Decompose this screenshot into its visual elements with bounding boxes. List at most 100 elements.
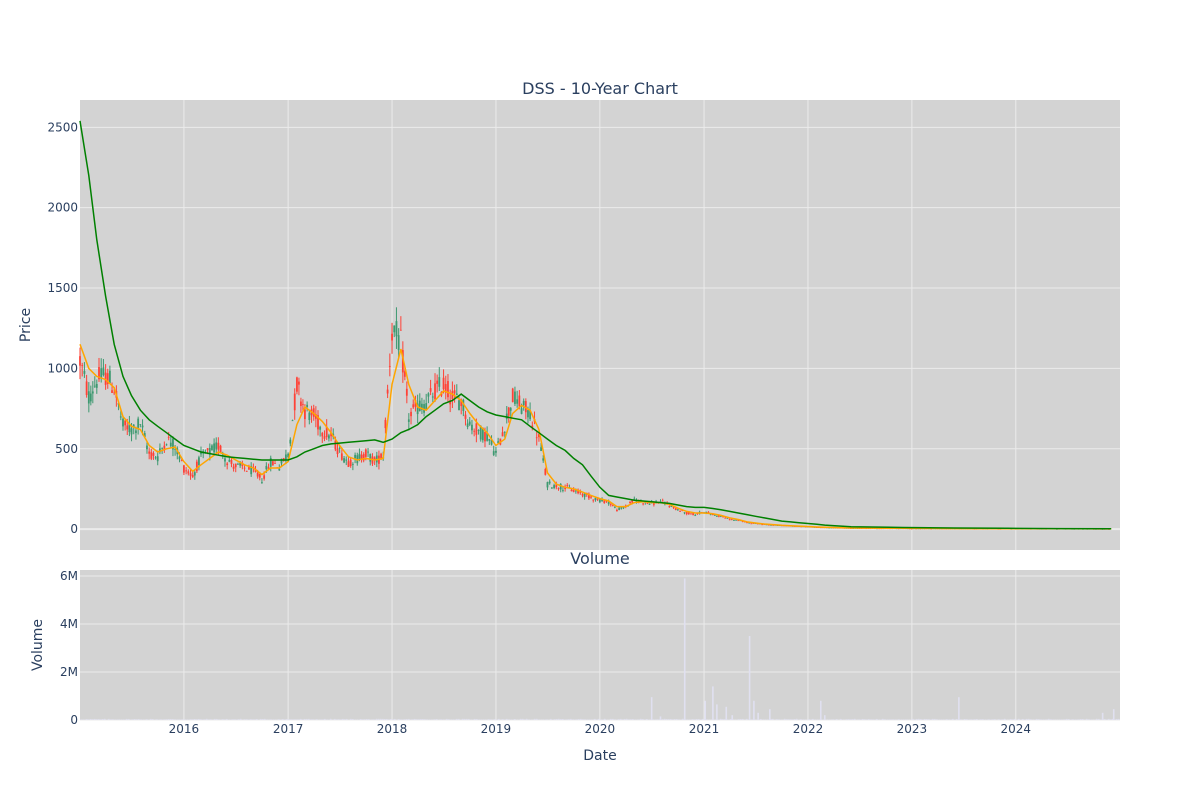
volume-bar: [720, 719, 721, 720]
volume-bar: [644, 719, 645, 720]
volume-bar: [998, 719, 999, 720]
volume-bar: [1012, 719, 1013, 720]
volume-bar: [800, 719, 801, 720]
candle-body: [261, 482, 263, 483]
volume-bar: [590, 719, 591, 720]
volume-bar: [524, 719, 525, 720]
candle-body: [540, 447, 542, 451]
volume-bar: [724, 719, 725, 720]
candle-body: [289, 440, 291, 444]
candle-body: [527, 410, 529, 417]
volume-bar: [412, 719, 413, 720]
volume-bar: [554, 719, 555, 720]
volume-bar: [310, 719, 311, 720]
volume-bar: [308, 719, 309, 720]
volume-bar: [788, 719, 789, 720]
volume-bar: [366, 719, 367, 720]
volume-bar: [796, 719, 797, 720]
volume-bar: [390, 719, 391, 720]
candle-body: [733, 520, 735, 521]
candle-body: [410, 412, 412, 416]
volume-bar: [1098, 719, 1099, 720]
volume-bar: [176, 719, 177, 720]
volume-bar: [568, 719, 569, 720]
candle-body: [233, 467, 235, 469]
volume-bar: [640, 719, 641, 720]
volume-bar: [238, 719, 239, 720]
candle-body: [192, 475, 194, 477]
volume-bar: [722, 719, 723, 720]
volume-bar: [422, 719, 423, 720]
volume-bar: [1050, 719, 1051, 720]
volume-bar: [270, 719, 271, 720]
volume-bar: [570, 719, 571, 720]
volume-bar: [288, 719, 289, 720]
volume-bar: [960, 719, 961, 720]
candle-body: [579, 492, 581, 493]
volume-bar: [160, 719, 161, 720]
candle-body: [345, 460, 347, 461]
candle-body: [96, 384, 98, 388]
candle-body: [348, 461, 350, 467]
volume-bar: [284, 719, 285, 720]
volume-bar: [296, 719, 297, 720]
candle-body: [495, 451, 497, 453]
volume-bar: [1072, 719, 1073, 720]
candle-body: [716, 516, 718, 517]
volume-bar: [742, 719, 743, 720]
volume-bar: [808, 719, 809, 720]
volume-bar: [166, 719, 167, 720]
volume-bar: [182, 719, 183, 720]
volume-bar: [240, 719, 241, 720]
volume-bar: [496, 719, 497, 720]
volume-bar: [622, 719, 623, 720]
volume-bar: [526, 719, 527, 720]
volume-bar: [338, 719, 339, 720]
candle-body: [662, 501, 664, 502]
candle-body: [334, 441, 336, 450]
candle-body: [235, 464, 237, 468]
candle-body: [79, 356, 81, 365]
volume-bar: [1026, 719, 1027, 720]
volume-spike-bar: [769, 709, 771, 720]
candle-body: [549, 482, 551, 484]
volume-bar: [378, 719, 379, 720]
volume-bar: [90, 719, 91, 720]
volume-bar: [1028, 719, 1029, 720]
volume-bar: [184, 719, 185, 720]
x-tick-label: 2023: [897, 722, 928, 736]
volume-bar: [126, 719, 127, 720]
volume-bar: [474, 719, 475, 720]
volume-bar: [206, 719, 207, 720]
candle-body: [153, 453, 155, 456]
volume-bar: [846, 719, 847, 720]
volume-bar: [870, 719, 871, 720]
candle-body: [447, 381, 449, 397]
volume-bar: [352, 719, 353, 720]
candle-body: [257, 473, 259, 477]
candle-body: [434, 383, 436, 399]
candle-body: [642, 503, 644, 504]
volume-bar: [440, 719, 441, 720]
volume-bar: [476, 719, 477, 720]
volume-bar: [1014, 719, 1015, 720]
volume-bar: [964, 719, 965, 720]
candle-body: [502, 432, 504, 436]
candle-body: [88, 391, 90, 403]
candle-body: [367, 452, 369, 453]
volume-bar: [776, 719, 777, 720]
volume-bar: [1018, 719, 1019, 720]
volume-bar: [790, 719, 791, 720]
volume-bar: [760, 719, 761, 720]
volume-bar: [918, 719, 919, 720]
volume-bar: [264, 719, 265, 720]
volume-bar: [334, 719, 335, 720]
candle-body: [575, 491, 577, 492]
candle-body: [504, 432, 506, 433]
volume-bar: [250, 719, 251, 720]
volume-bar: [1060, 719, 1061, 720]
volume-spike-bar: [684, 578, 686, 720]
volume-bar: [508, 719, 509, 720]
volume-bar: [992, 719, 993, 720]
